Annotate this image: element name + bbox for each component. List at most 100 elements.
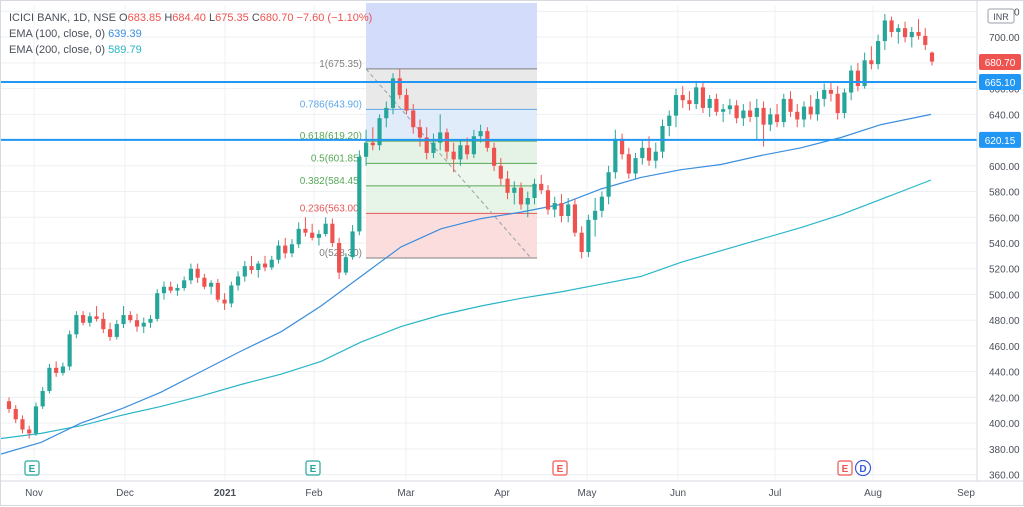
ohlc-o-value: 683.85 bbox=[127, 12, 162, 24]
earnings-marker[interactable] bbox=[837, 460, 853, 476]
candle-body bbox=[229, 285, 234, 304]
candle-body bbox=[141, 322, 146, 327]
x-tick-label: Jun bbox=[670, 488, 686, 499]
candle-body bbox=[249, 266, 254, 271]
symbol-label: ICICI BANK, 1D, NSE bbox=[9, 12, 116, 24]
ohlc-l-key: L bbox=[209, 12, 216, 24]
y-tick-label: 700.00 bbox=[989, 33, 1020, 44]
x-tick-label: Sep bbox=[957, 488, 975, 499]
candle-body bbox=[465, 145, 470, 155]
candle-body bbox=[283, 245, 288, 254]
x-tick-label: Aug bbox=[864, 488, 882, 499]
candle-body bbox=[882, 20, 887, 42]
candle-body bbox=[390, 78, 396, 108]
candle-body bbox=[101, 318, 106, 330]
x-tick-label: Nov bbox=[25, 488, 43, 499]
candle-body bbox=[343, 257, 348, 273]
earnings-marker[interactable] bbox=[552, 460, 568, 476]
candle-body bbox=[714, 98, 719, 112]
candle-body bbox=[195, 268, 200, 278]
candle-body bbox=[606, 172, 611, 197]
candle-body bbox=[660, 125, 665, 152]
candle-body bbox=[748, 110, 753, 117]
ohlc-l-value: 675.35 bbox=[215, 12, 249, 24]
ohlc-c-value: 680.70 bbox=[259, 12, 294, 24]
candle-body bbox=[721, 109, 726, 112]
change-value: −7.60 (−1.10%) bbox=[296, 12, 373, 24]
candle-body bbox=[404, 95, 409, 111]
candle-body bbox=[148, 318, 153, 323]
candle-body bbox=[694, 87, 699, 105]
candle-body bbox=[209, 282, 214, 287]
candle-body bbox=[94, 316, 99, 319]
x-tick-label: May bbox=[578, 488, 597, 499]
price-label-text: 620.15 bbox=[985, 136, 1016, 147]
candle-body bbox=[734, 105, 739, 119]
price-label-box bbox=[979, 131, 1021, 148]
candle-body bbox=[438, 132, 443, 143]
candle-body bbox=[134, 320, 140, 327]
candle-body bbox=[923, 35, 928, 45]
y-tick-label: 460.00 bbox=[989, 342, 1020, 353]
fib-level-label: 0.382(584.45) bbox=[300, 176, 362, 187]
candle-body bbox=[310, 232, 315, 238]
candle-body bbox=[54, 367, 59, 373]
candle-body bbox=[741, 110, 746, 119]
candle-body bbox=[842, 92, 847, 114]
candle-body bbox=[916, 32, 921, 36]
candle-body bbox=[869, 60, 874, 65]
candle-body bbox=[377, 118, 382, 146]
x-tick-label: Mar bbox=[397, 488, 415, 499]
candle-body bbox=[168, 286, 173, 291]
candle-body bbox=[316, 233, 322, 238]
currency-badge[interactable] bbox=[987, 8, 1015, 24]
candle-body bbox=[323, 223, 328, 234]
candle-body bbox=[370, 142, 375, 146]
legend-symbol-row: ICICI BANK, 1D, NSE O683.85 H684.40 L675… bbox=[9, 10, 372, 26]
candle-body bbox=[121, 315, 126, 325]
candle-body bbox=[235, 276, 241, 286]
candle-body bbox=[175, 288, 180, 291]
last-price-text: 680.70 bbox=[985, 58, 1016, 69]
candle-body bbox=[761, 107, 766, 125]
y-tick-label: 420.00 bbox=[989, 393, 1020, 404]
earnings-marker[interactable] bbox=[24, 460, 40, 476]
candle-body bbox=[754, 107, 759, 117]
dividend-marker[interactable] bbox=[854, 459, 872, 477]
dividend-marker-label: D bbox=[859, 464, 866, 475]
candle-body bbox=[781, 98, 786, 123]
fib-level-label: 0.786(643.90) bbox=[300, 99, 362, 110]
candle-body bbox=[518, 187, 524, 205]
y-tick-label: 600.00 bbox=[989, 162, 1020, 173]
candle-body bbox=[828, 89, 834, 94]
y-tick-label: 380.00 bbox=[989, 445, 1020, 456]
candle-body bbox=[532, 183, 537, 198]
candle-body bbox=[471, 136, 476, 155]
candle-body bbox=[801, 106, 807, 120]
candle-body bbox=[451, 151, 456, 160]
y-tick-label: 480.00 bbox=[989, 316, 1020, 327]
ema100-line bbox=[1, 113, 932, 455]
x-tick-label: Feb bbox=[305, 488, 323, 499]
candle-body bbox=[276, 245, 281, 260]
y-tick-label: 400.00 bbox=[989, 419, 1020, 430]
ema100-label: EMA (100, close, 0) bbox=[9, 28, 105, 40]
candle-body bbox=[411, 110, 416, 128]
earnings-marker[interactable] bbox=[305, 460, 321, 476]
candle-body bbox=[296, 228, 301, 245]
candle-body bbox=[215, 282, 220, 300]
candle-body bbox=[768, 114, 773, 125]
candle-body bbox=[774, 114, 780, 123]
candle-body bbox=[876, 41, 881, 65]
legend: ICICI BANK, 1D, NSE O683.85 H684.40 L675… bbox=[9, 10, 372, 58]
candle-body bbox=[330, 223, 335, 243]
candle-body bbox=[114, 324, 119, 337]
fib-zone bbox=[366, 141, 537, 164]
candle-body bbox=[687, 100, 692, 105]
candle-body bbox=[727, 105, 732, 110]
candle-body bbox=[525, 197, 530, 205]
price-label-text: 665.10 bbox=[985, 78, 1016, 89]
candle-body bbox=[128, 315, 133, 321]
